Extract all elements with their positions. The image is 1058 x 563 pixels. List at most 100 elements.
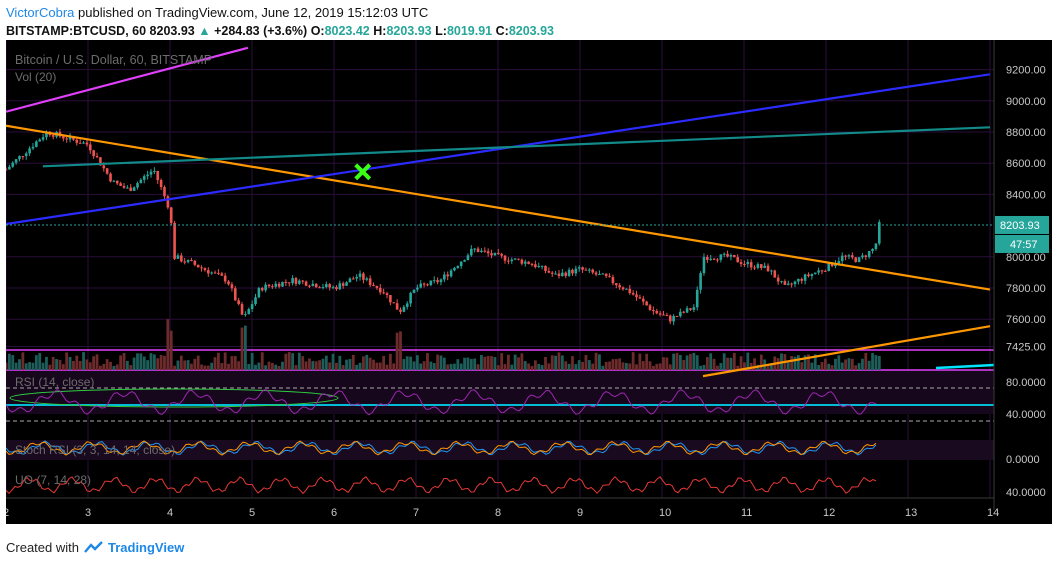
volume-bar <box>759 354 763 370</box>
volume-bar <box>611 359 615 370</box>
candle-body <box>466 255 470 261</box>
candle-body <box>510 259 514 262</box>
volume-bar <box>372 359 375 370</box>
chart-area[interactable]: RSI (14, close) Stoch RSI (3, 3, 14, 14, … <box>6 40 1052 524</box>
candle-body <box>739 262 743 264</box>
candle-body <box>82 142 85 144</box>
volume-bar <box>550 355 554 370</box>
candle-body <box>537 266 541 268</box>
candle-body <box>217 272 220 274</box>
volume-bar <box>807 354 810 370</box>
candle-body <box>372 284 375 286</box>
candle-body <box>635 294 638 298</box>
candle-body <box>557 273 561 277</box>
author-link[interactable]: VictorCobra <box>6 5 75 20</box>
candle-body <box>18 156 21 160</box>
volume-bar <box>264 365 268 370</box>
candle-body <box>41 137 45 140</box>
candle-body <box>470 248 473 256</box>
candle-body <box>480 250 483 253</box>
candle-body <box>706 257 709 260</box>
volume-bar <box>796 355 800 370</box>
candle-body <box>581 267 584 270</box>
candle-body <box>68 136 72 140</box>
candle-body <box>736 257 739 263</box>
countdown-tag <box>995 234 1049 253</box>
volume-bar <box>55 359 58 370</box>
last-price: 8203.93 <box>149 24 195 38</box>
candle-body <box>652 310 655 312</box>
candle-body <box>766 265 770 272</box>
candle-body <box>210 272 213 274</box>
candle-body <box>402 306 406 312</box>
candle-body <box>321 287 325 289</box>
volume-bar <box>287 352 291 370</box>
volume-bar <box>510 364 514 370</box>
volume-bar <box>813 354 817 370</box>
volume-bar <box>358 362 362 370</box>
volume-bar <box>716 365 719 370</box>
candle-body <box>662 314 665 316</box>
candle-body <box>830 262 834 267</box>
chart-title: Bitcoin / U.S. Dollar, 60, BITSTAMP <box>15 53 212 67</box>
candle-body <box>233 288 237 301</box>
high-value: 8203.93 <box>386 24 432 38</box>
candle-body <box>847 255 851 257</box>
candle-body <box>139 179 143 184</box>
tradingview-logo[interactable]: TradingView <box>83 540 184 555</box>
candle-body <box>783 281 787 285</box>
grid <box>6 40 994 498</box>
time-tick-label: 4 <box>167 507 173 519</box>
volume-bar <box>560 355 564 370</box>
volume-bar <box>857 363 861 370</box>
candle-body <box>486 251 490 254</box>
candle-body <box>840 255 844 262</box>
volume-bar <box>51 356 55 370</box>
candle-body <box>365 278 369 280</box>
candle-body <box>722 253 726 255</box>
chart-svg[interactable]: RSI (14, close) Stoch RSI (3, 3, 14, 14, … <box>6 40 1052 524</box>
candle-body <box>223 275 227 282</box>
candle-body <box>851 255 854 258</box>
candle-body <box>807 274 810 277</box>
volume-bar <box>72 360 75 370</box>
candle-body <box>156 171 160 181</box>
volume-bar <box>820 362 824 370</box>
volume-bar <box>618 358 622 370</box>
volume-bar <box>196 355 200 370</box>
candle-body <box>695 289 699 308</box>
candle-body <box>264 284 267 291</box>
candle-body <box>193 260 197 265</box>
volume-bar <box>675 353 679 370</box>
candle-body <box>85 142 89 145</box>
candle-body <box>389 295 392 303</box>
volume-bar <box>274 364 278 370</box>
volume-bar <box>186 360 190 370</box>
candle-body <box>129 187 133 191</box>
volume-bar <box>577 360 581 370</box>
volume-bar <box>601 365 605 370</box>
candle-body <box>820 270 824 272</box>
candle-body <box>776 277 780 282</box>
volume-bar <box>571 356 574 370</box>
cyan-segment <box>935 363 995 370</box>
volume-bar <box>294 365 298 370</box>
candle-body <box>682 311 686 313</box>
candle-body <box>601 273 605 275</box>
volume-bar <box>743 362 746 370</box>
candle-body <box>163 187 166 197</box>
candle-body <box>591 269 594 273</box>
volume-bar <box>240 327 244 370</box>
candle-body <box>436 280 439 283</box>
axes: 9200.00 9000.00 8800.00 8600.00 8400.00 8000.… <box>6 40 1052 524</box>
rsi-line <box>6 389 877 416</box>
candle-body <box>331 287 335 289</box>
candle-body <box>314 283 318 288</box>
volume-bar <box>786 362 790 370</box>
rsi-highlight-ellipse <box>9 388 339 408</box>
candle-body <box>159 180 163 188</box>
volume-bar <box>217 352 220 370</box>
candle-body <box>277 283 281 287</box>
volume-bar <box>206 365 210 370</box>
candle-body <box>338 283 342 290</box>
